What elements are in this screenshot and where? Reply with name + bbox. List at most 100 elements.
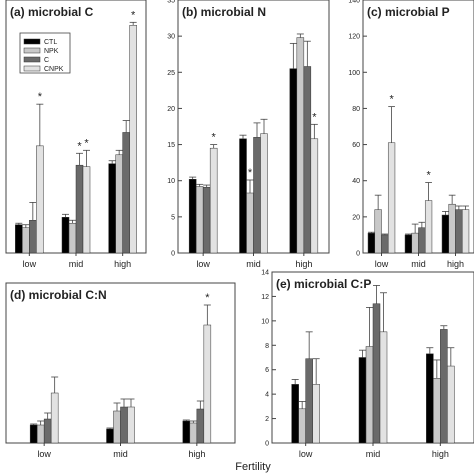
bar-c (381, 234, 389, 254)
x-tick-label: high (432, 449, 449, 459)
x-tick-label: mid (366, 449, 381, 459)
bar-c (43, 418, 52, 444)
bar-cnpk (127, 406, 135, 444)
y-tick-label: 30 (167, 34, 175, 41)
bar-c (122, 132, 130, 254)
bar-npk (115, 154, 123, 254)
panel-title: (b) microbial N (182, 5, 266, 19)
bar-ctl (441, 214, 450, 254)
significance-star: * (248, 167, 253, 179)
x-axis-label: Fertility (235, 461, 271, 473)
bar-ctl (29, 424, 38, 444)
bar-c (29, 220, 37, 254)
y-tick-label: 0 (265, 441, 269, 448)
bar-cnpk (379, 331, 388, 444)
bar-ctl (358, 357, 367, 444)
y-tick-label: 20 (167, 106, 175, 113)
y-tick-label: 8 (265, 343, 269, 350)
x-tick-label: mid (246, 259, 261, 269)
y-tick-label: 100 (348, 70, 360, 77)
significance-star: * (205, 292, 210, 304)
x-tick-label: high (114, 259, 131, 269)
bar-ctl (182, 420, 191, 444)
bar-ctl (404, 234, 413, 254)
bar-npk (433, 378, 441, 444)
x-tick-label: high (295, 259, 312, 269)
legend-label: NPK (44, 48, 59, 55)
bar-cnpk (310, 138, 319, 254)
legend-swatch (23, 47, 41, 54)
legend-swatch (23, 65, 41, 72)
y-tick-label: 40 (352, 178, 360, 185)
bar-cnpk (82, 166, 91, 254)
bar-cnpk (36, 145, 44, 254)
bar-npk (246, 192, 254, 254)
x-tick-label: low (375, 259, 389, 269)
y-tick-label: 10 (167, 178, 175, 185)
panel-title: (e) microbial C:P (276, 277, 371, 291)
significance-star: * (131, 9, 136, 21)
bar-ctl (367, 232, 376, 254)
bar-npk (296, 37, 305, 254)
legend-label: CTL (44, 39, 57, 46)
bar-ctl (108, 163, 116, 254)
bar-c (305, 358, 313, 444)
significance-star: * (312, 111, 317, 123)
bar-npk (411, 232, 419, 254)
bar-ctl (426, 353, 434, 444)
panel-title: (d) microbial C:N (10, 288, 107, 302)
bar-ctl (239, 138, 247, 254)
bar-npk (189, 422, 198, 444)
significance-star: * (212, 132, 217, 144)
bar-c (418, 227, 426, 254)
x-tick-label: low (37, 449, 51, 459)
y-tick-label: 4 (265, 392, 269, 399)
bar-npk (448, 203, 456, 254)
bar-ctl (106, 428, 114, 444)
x-tick-label: low (23, 259, 37, 269)
bar-cnpk (424, 200, 433, 254)
bar-cnpk (260, 133, 268, 254)
panel-title: (c) microbial P (367, 5, 450, 19)
bar-c (253, 137, 261, 254)
legend-label: C (44, 57, 49, 64)
bar-ctl (15, 224, 23, 254)
y-tick-label: 15 (167, 142, 175, 149)
x-tick-label: mid (113, 449, 128, 459)
bar-cnpk (129, 25, 137, 254)
y-tick-label: 140 (348, 0, 360, 5)
bar-c (202, 186, 211, 254)
bar-cnpk (50, 392, 59, 444)
bar-c (75, 164, 84, 254)
legend-swatch (23, 56, 41, 63)
bar-c (455, 209, 463, 254)
bar-npk (374, 209, 382, 254)
bar-npk (68, 222, 77, 254)
y-tick-label: 25 (167, 70, 175, 77)
bar-ctl (188, 179, 197, 254)
bar-c (120, 406, 128, 444)
y-tick-label: 0 (356, 251, 360, 258)
significance-star: * (38, 91, 43, 103)
legend-label: CNPK (44, 66, 64, 73)
x-tick-label: mid (69, 259, 84, 269)
x-tick-label: low (299, 449, 313, 459)
y-tick-label: 12 (261, 294, 269, 301)
x-tick-label: high (188, 449, 205, 459)
x-tick-label: high (447, 259, 464, 269)
bar-npk (113, 410, 121, 444)
bar-cnpk (203, 324, 212, 444)
y-tick-label: 80 (352, 106, 360, 113)
legend-swatch (23, 38, 41, 45)
y-tick-label: 60 (352, 142, 360, 149)
x-tick-label: low (196, 259, 210, 269)
y-tick-label: 10 (261, 318, 269, 325)
bar-cnpk (387, 142, 396, 254)
bar-npk (365, 346, 374, 444)
y-tick-label: 2 (265, 416, 269, 423)
significance-star: * (389, 94, 394, 106)
bar-cnpk (461, 209, 470, 254)
significance-star: * (84, 137, 89, 149)
y-tick-label: 0 (171, 251, 175, 258)
